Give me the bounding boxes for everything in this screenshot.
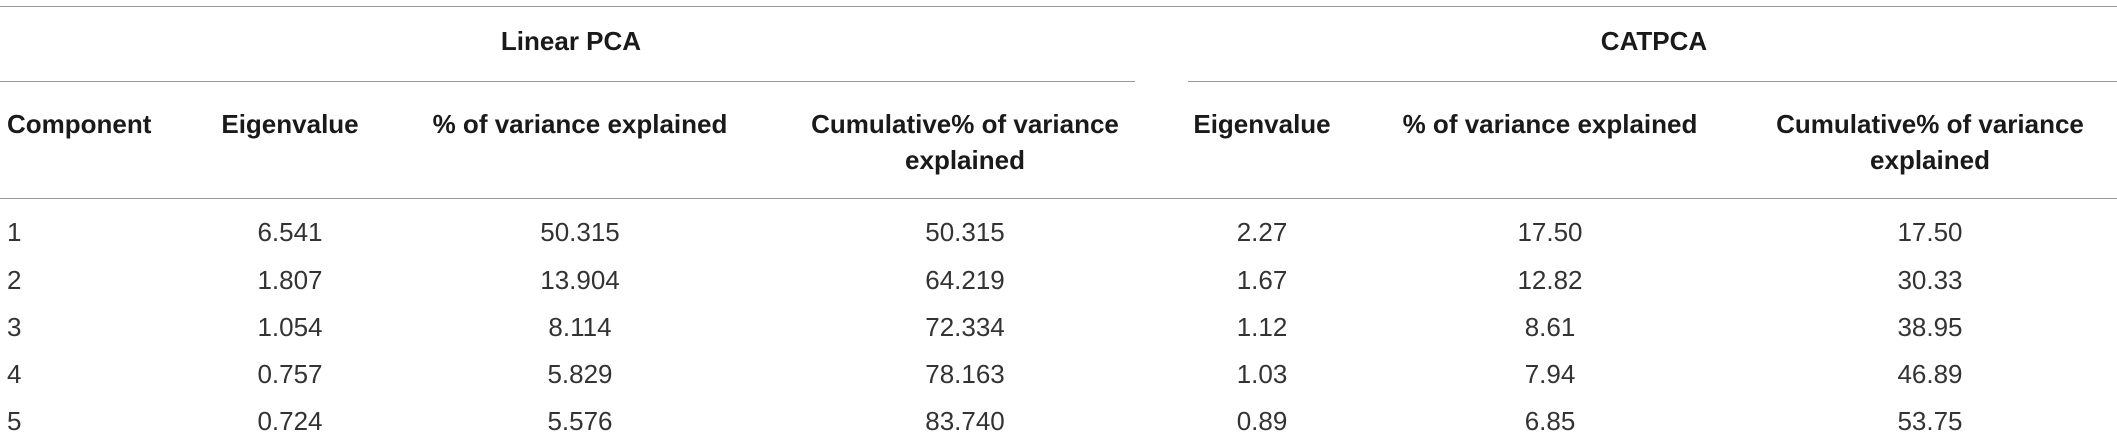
table-cell: 38.95 bbox=[1897, 312, 1963, 342]
table-cell: 72.334 bbox=[925, 312, 1005, 342]
group-rule bbox=[1188, 81, 2117, 82]
table-cell: 83.740 bbox=[925, 406, 1005, 436]
table-cell: 1.807 bbox=[257, 265, 323, 295]
table-cell: 64.219 bbox=[925, 265, 1005, 295]
table-cell: 5 bbox=[7, 406, 22, 436]
group-title: CATPCA bbox=[1600, 26, 1708, 56]
table-cell: 7.94 bbox=[1524, 359, 1576, 389]
column-header: Cumulative% of variance explained bbox=[1776, 109, 2084, 175]
header-rule bbox=[0, 198, 2117, 199]
table-cell: 3 bbox=[7, 312, 22, 342]
column-header: Component bbox=[7, 109, 152, 139]
table-cell: 8.114 bbox=[548, 312, 612, 342]
table-cell: 4 bbox=[7, 359, 22, 389]
table-cell: 17.50 bbox=[1897, 217, 1963, 247]
table-cell: 13.904 bbox=[540, 265, 620, 295]
table-cell: 8.61 bbox=[1524, 312, 1576, 342]
table-cell: 17.50 bbox=[1517, 217, 1583, 247]
table-cell: 50.315 bbox=[540, 217, 620, 247]
table-cell: 2 bbox=[7, 265, 22, 295]
table-cell: 50.315 bbox=[925, 217, 1005, 247]
table-cell: 0.757 bbox=[257, 359, 323, 389]
group-rule bbox=[0, 81, 1135, 82]
table-cell: 0.89 bbox=[1236, 406, 1288, 436]
table-cell: 1 bbox=[7, 217, 22, 247]
table-cell: 0.724 bbox=[257, 406, 323, 436]
table-cell: 6.541 bbox=[257, 217, 323, 247]
top-rule bbox=[0, 6, 2117, 7]
table-cell: 46.89 bbox=[1897, 359, 1963, 389]
table-cell: 1.054 bbox=[257, 312, 323, 342]
table-cell: 30.33 bbox=[1897, 265, 1963, 295]
table-cell: 1.12 bbox=[1236, 312, 1288, 342]
table-cell: 6.85 bbox=[1524, 406, 1576, 436]
column-header: % of variance explained bbox=[432, 109, 728, 139]
column-header: Eigenvalue bbox=[1193, 109, 1331, 139]
table-cell: 5.576 bbox=[547, 406, 613, 436]
group-title: Linear PCA bbox=[500, 26, 642, 56]
table-cell: 2.27 bbox=[1236, 217, 1288, 247]
table-cell: 12.82 bbox=[1517, 265, 1583, 295]
table-cell: 5.829 bbox=[547, 359, 613, 389]
column-header: % of variance explained bbox=[1402, 109, 1698, 139]
table-cell: 78.163 bbox=[925, 359, 1005, 389]
column-header: Eigenvalue bbox=[221, 109, 359, 139]
column-header: Cumulative% of variance explained bbox=[811, 109, 1119, 175]
table-cell: 1.03 bbox=[1236, 359, 1288, 389]
table-cell: 53.75 bbox=[1897, 406, 1963, 436]
table-cell: 1.67 bbox=[1236, 265, 1288, 295]
